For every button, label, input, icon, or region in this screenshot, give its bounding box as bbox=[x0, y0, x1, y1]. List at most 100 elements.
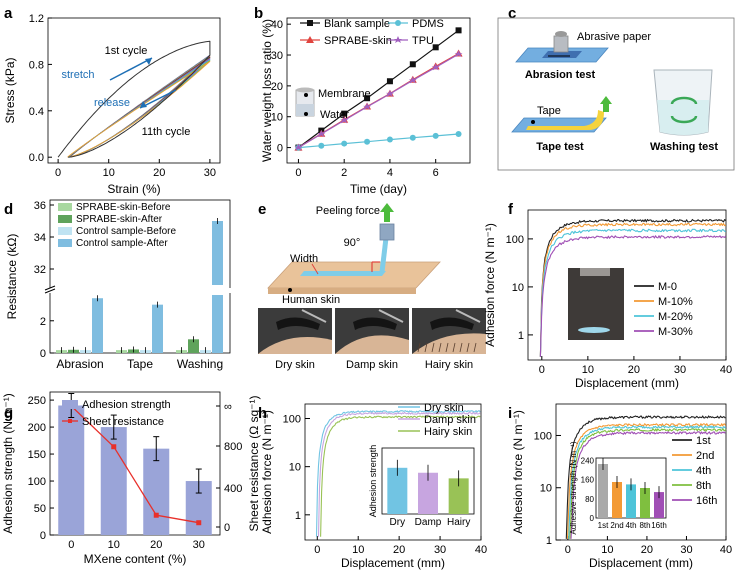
y-tick-label: 40 bbox=[271, 19, 283, 31]
x-category-label: Tape bbox=[127, 357, 153, 371]
y-tick-label: 0 bbox=[40, 348, 46, 360]
data-point bbox=[386, 78, 393, 85]
inset-x-label: 2nd bbox=[610, 521, 623, 530]
y-tick-label: 50 bbox=[34, 503, 46, 515]
rotation-arrow-icon bbox=[670, 96, 698, 105]
washing-test-label: Washing test bbox=[650, 141, 718, 153]
legend-swatch bbox=[58, 215, 72, 223]
panel-letter-e: e bbox=[258, 201, 266, 218]
legend-label: 8th bbox=[696, 480, 711, 492]
y-axis-label: Adhesion force (N m⁻¹) bbox=[483, 223, 497, 347]
data-point bbox=[432, 44, 439, 51]
y-tick-label: 0.8 bbox=[29, 59, 44, 71]
data-point bbox=[409, 61, 416, 68]
y-tick-label: 1 bbox=[546, 535, 552, 547]
panel-letter-d: d bbox=[4, 201, 13, 218]
release-arrow bbox=[139, 89, 177, 109]
legend-label: 4th bbox=[696, 465, 711, 477]
inset-x-label: Hairy bbox=[447, 517, 470, 528]
legend-label: M-10% bbox=[658, 296, 693, 308]
legend-marker bbox=[68, 419, 72, 423]
legend-swatch bbox=[58, 239, 72, 247]
inset-bar bbox=[640, 488, 650, 518]
x-tick-label: 40 bbox=[720, 544, 732, 556]
panel-b-frame bbox=[286, 17, 471, 164]
tape-label: Tape bbox=[537, 105, 561, 117]
release-arrowhead bbox=[140, 101, 147, 108]
series-line-1 bbox=[317, 411, 481, 537]
pointer-dot bbox=[304, 112, 308, 116]
series-line-0 bbox=[315, 410, 481, 537]
hair-strand bbox=[445, 342, 449, 353]
panel-letter-a: a bbox=[4, 5, 13, 22]
rotation-arrow-icon bbox=[670, 115, 698, 124]
inset-x-label: Damp bbox=[415, 517, 442, 528]
pointer-dot bbox=[531, 120, 535, 124]
panel-a-frame bbox=[47, 17, 221, 164]
x-tick-label: 20 bbox=[393, 544, 405, 556]
y-tick-label: 200 bbox=[28, 422, 46, 434]
data-point bbox=[364, 95, 371, 102]
y-tick-label: 1 bbox=[295, 510, 301, 522]
legend-label: Control sample-After bbox=[76, 238, 168, 249]
hair-strand bbox=[473, 342, 477, 353]
axis-break-mark bbox=[44, 288, 56, 294]
peeled-strip bbox=[379, 237, 389, 273]
x-tick-label: 4 bbox=[387, 167, 393, 179]
eleventh-cycle-annotation: 11th cycle bbox=[142, 126, 191, 138]
abrasive-paper-label: Abrasive paper bbox=[577, 31, 651, 43]
data-point bbox=[317, 130, 326, 137]
series-line-3 bbox=[569, 428, 727, 539]
series-line-2 bbox=[320, 415, 481, 537]
legend-label: Dry skin bbox=[424, 402, 464, 414]
x-axis-label: Strain (%) bbox=[107, 182, 160, 196]
sheet-resistance-line bbox=[70, 405, 199, 524]
x-tick-label: 10 bbox=[103, 167, 115, 179]
skin-photo-label: Dry skin bbox=[275, 359, 315, 371]
x-tick-label: 40 bbox=[475, 544, 487, 556]
y-tick-label: 2 bbox=[40, 316, 46, 328]
legend-swatch bbox=[58, 227, 72, 235]
clamp-icon bbox=[379, 223, 395, 241]
water-label: Water bbox=[320, 109, 349, 121]
legend-swatch bbox=[62, 400, 78, 409]
y-axis-label: Adhesion force (N m⁻¹) bbox=[511, 410, 525, 534]
series-line-0 bbox=[565, 415, 726, 539]
x-tick-label: 0 bbox=[314, 544, 320, 556]
data-point bbox=[153, 512, 159, 518]
x-tick-label: 40 bbox=[720, 364, 732, 376]
x-tick-label: 10 bbox=[108, 539, 120, 551]
bar bbox=[212, 221, 223, 285]
x-tick-label: 30 bbox=[680, 544, 692, 556]
inset-bar bbox=[448, 478, 469, 514]
axis-break-mark bbox=[44, 285, 56, 291]
pointer-dot bbox=[288, 288, 292, 292]
beaker-water bbox=[296, 104, 314, 116]
sample-strip bbox=[300, 271, 386, 276]
x-tick-label: 30 bbox=[193, 539, 205, 551]
data-point bbox=[432, 132, 439, 139]
y-axis-label: Resistance (kΩ) bbox=[5, 234, 19, 320]
legend-marker bbox=[306, 36, 314, 43]
skin-photo-label: Damp skin bbox=[346, 359, 398, 371]
panel-letter-i: i bbox=[508, 405, 512, 422]
data-point bbox=[364, 138, 371, 145]
data-point bbox=[318, 142, 325, 149]
x-tick-label: 0 bbox=[68, 539, 74, 551]
washing-water bbox=[657, 100, 709, 135]
data-point bbox=[408, 76, 417, 84]
series-line-2 bbox=[568, 425, 726, 539]
data-point bbox=[341, 110, 348, 117]
hair-strand bbox=[438, 342, 442, 353]
panel-letter-c: c bbox=[508, 5, 516, 22]
bar bbox=[188, 339, 199, 353]
series-line-1 bbox=[566, 423, 727, 539]
y-tick-label: 30 bbox=[271, 50, 283, 62]
series-line-2 bbox=[298, 133, 459, 149]
y2-tick-label: 800 bbox=[224, 441, 242, 453]
legend-label: Sheet resistance bbox=[82, 416, 164, 428]
data-point bbox=[294, 143, 303, 151]
tape-test-label: Tape test bbox=[536, 141, 584, 153]
inset-y-label: Adhesion strength bbox=[368, 445, 378, 518]
inset-x-label: 8th bbox=[639, 521, 650, 530]
